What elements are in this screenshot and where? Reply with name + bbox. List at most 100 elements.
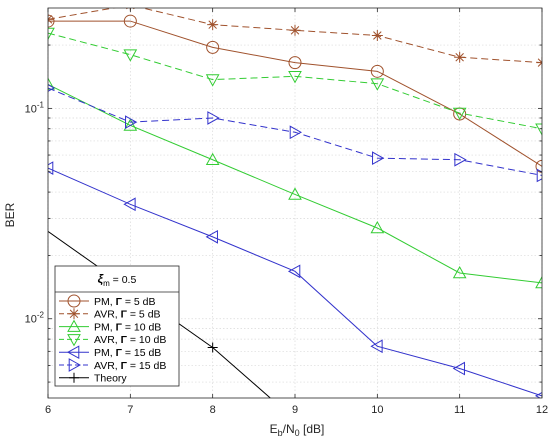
legend-marker [66, 345, 80, 360]
data-point [205, 74, 220, 87]
x-tick-label: 11 [454, 404, 465, 416]
data-point [123, 118, 138, 131]
legend-entry: PM, Γ = 10 dB [59, 319, 161, 333]
x-tick-label: 9 [292, 404, 298, 416]
legend-entry: Theory [59, 373, 127, 385]
series-line [48, 87, 542, 176]
y-tick-label: 10-1 [25, 100, 45, 115]
legend-title-symbol: ξ [98, 272, 104, 286]
x-axis-label-e: E [270, 422, 278, 436]
legend-label: PM, Γ = 10 dB [94, 321, 161, 333]
data-point [536, 168, 542, 183]
data-point [289, 125, 303, 140]
x-axis-label: Eb/N0 [dB] [270, 422, 325, 438]
data-point [452, 107, 467, 121]
legend-label-symbol: Γ [121, 334, 128, 346]
y-tick-exp: -2 [37, 311, 45, 320]
data-point [48, 161, 54, 175]
data-point [123, 49, 138, 62]
legend-label-post: = 5 dB [122, 296, 156, 308]
data-point [535, 123, 542, 136]
y-axis-label: BER [3, 202, 17, 227]
data-point [370, 339, 383, 354]
legend-entry: AVR, Γ = 10 dB [59, 334, 166, 347]
legend-label-symbol: Γ [116, 296, 123, 308]
data-point [48, 14, 55, 28]
data-point [452, 361, 465, 376]
data-point [535, 159, 542, 173]
legend-entry: AVR, Γ = 15 dB [59, 358, 166, 372]
data-point [372, 151, 385, 165]
legend-label-post: = 5 dB [127, 309, 161, 321]
data-point [370, 220, 385, 234]
legend-title-value: = 0.5 [110, 274, 137, 286]
data-point [452, 265, 467, 279]
data-point [206, 40, 220, 54]
data-point [207, 111, 220, 125]
data-point [125, 115, 138, 130]
x-tick-label: 8 [210, 404, 216, 416]
series-line [48, 167, 542, 397]
legend-marker [69, 372, 79, 383]
legend-label-post: = 15 dB [122, 347, 161, 359]
data-point [454, 51, 466, 63]
data-point [205, 230, 218, 244]
y-tick-label: 10-2 [25, 311, 45, 326]
data-point [48, 84, 56, 92]
y-tick-base: 10 [25, 103, 37, 115]
legend-label-symbol: Γ [121, 309, 128, 321]
legend-label-pre: PM, [94, 296, 116, 308]
legend-label-post: = 10 dB [122, 321, 161, 333]
data-point [207, 19, 219, 31]
data-point [370, 78, 385, 91]
legend-label: PM, Γ = 15 dB [94, 347, 161, 359]
data-point [534, 391, 542, 398]
y-tick-exp: -1 [37, 100, 45, 109]
series-line [48, 20, 542, 167]
data-point [287, 264, 301, 279]
legend-label-pre: AVR, [94, 309, 121, 321]
legend-label-pre: AVR, [94, 334, 121, 346]
data-point [371, 30, 383, 42]
x-axis-label-unit: [dB] [300, 422, 325, 436]
data-point [48, 27, 55, 41]
x-axis-label-sub-b: b [278, 428, 283, 438]
legend-label-pre: PM, [94, 347, 116, 359]
data-point [370, 64, 384, 78]
legend-marker [68, 358, 82, 372]
legend-label-symbol: Γ [116, 321, 123, 333]
legend-label: AVR, Γ = 5 dB [94, 309, 161, 321]
legend-label: AVR, Γ = 15 dB [94, 360, 166, 372]
legend-entry: PM, Γ = 5 dB [59, 294, 156, 308]
legend-box [54, 265, 180, 387]
legend-label-symbol: Γ [121, 360, 128, 372]
legend-entry: PM, Γ = 15 dB [59, 345, 161, 360]
legend-marker [68, 308, 80, 320]
series-0 [48, 14, 542, 173]
data-point [288, 56, 302, 70]
data-point [123, 14, 137, 28]
data-point [205, 152, 220, 166]
legend-label: AVR, Γ = 10 dB [94, 334, 166, 346]
data-point [289, 24, 301, 36]
legend-label-post: = 15 dB [127, 360, 166, 372]
series-4 [48, 161, 542, 398]
legend-title: ξm = 0.5 [98, 272, 137, 288]
legend-title-sub: m [103, 279, 110, 288]
x-axis-label-mid: /N [283, 422, 295, 436]
legend-label-pre: PM, [94, 321, 116, 333]
x-axis-label-sub-0: 0 [295, 428, 300, 438]
series-line [48, 32, 542, 130]
legend-label: Theory [94, 373, 127, 385]
series-5 [48, 84, 542, 183]
data-point [288, 71, 302, 84]
data-point [535, 275, 542, 289]
data-point [207, 342, 218, 353]
y-tick-base: 10 [25, 314, 37, 326]
legend-marker [67, 319, 81, 332]
legend-marker [67, 334, 81, 347]
legend-label-pre: Theory [94, 373, 127, 385]
